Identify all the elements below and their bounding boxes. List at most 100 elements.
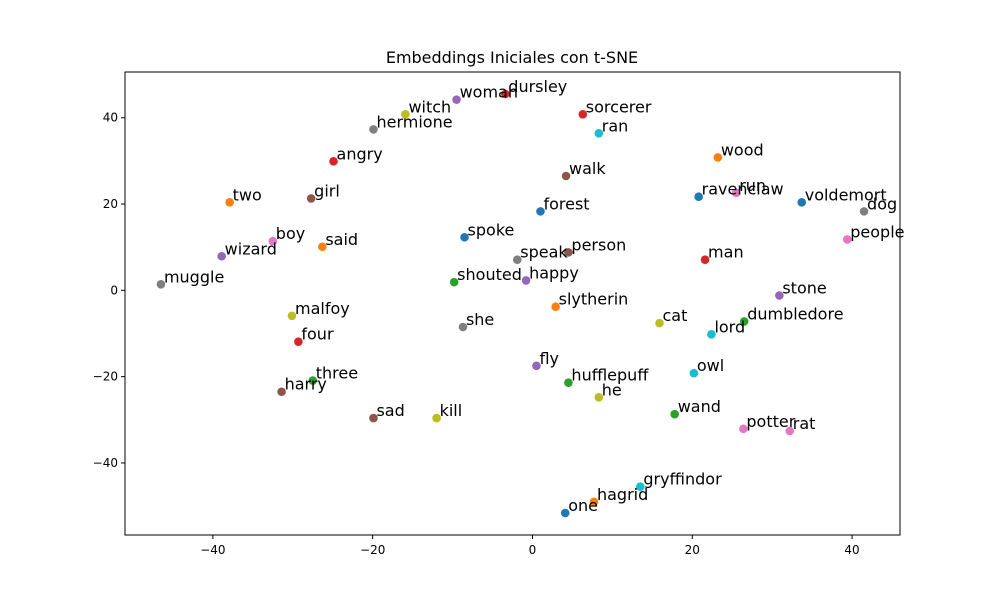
point-label-dursley: dursley bbox=[508, 77, 567, 96]
point-label-two: two bbox=[233, 185, 262, 204]
point-label-walk: walk bbox=[569, 159, 606, 178]
point-potter bbox=[739, 424, 748, 434]
point-label-happy: happy bbox=[529, 263, 579, 282]
point-girl bbox=[306, 194, 316, 203]
point-label-cat: cat bbox=[663, 306, 688, 325]
point-label-sorcerer: sorcerer bbox=[586, 97, 652, 116]
point-label-wizard: wizard bbox=[225, 239, 277, 258]
point-label-slytherin: slytherin bbox=[559, 290, 629, 309]
point-gryffindor bbox=[636, 482, 645, 491]
point-hermione bbox=[369, 125, 378, 134]
point-dumbledore bbox=[739, 317, 749, 326]
x-tick-label: 0 bbox=[529, 543, 537, 557]
point-label-rat: rat bbox=[793, 414, 816, 433]
point-he bbox=[594, 393, 604, 402]
point-fly bbox=[532, 361, 541, 371]
point-witch bbox=[401, 109, 410, 119]
point-label-shouted: shouted bbox=[457, 265, 522, 284]
point-label-harry: harry bbox=[285, 375, 327, 394]
point-label-wood: wood bbox=[721, 140, 764, 159]
point-four bbox=[294, 337, 303, 346]
point-label-lord: lord bbox=[714, 317, 745, 336]
point-label-stone: stone bbox=[782, 279, 826, 298]
plot-frame bbox=[124, 71, 901, 536]
point-speak bbox=[512, 255, 522, 265]
point-woman bbox=[452, 95, 461, 104]
point-label-ran: ran bbox=[602, 116, 629, 135]
point-one bbox=[560, 508, 570, 518]
point-walk bbox=[561, 171, 571, 181]
point-label-speak: speak bbox=[520, 243, 568, 262]
y-tick-label: 40 bbox=[103, 111, 118, 125]
point-people bbox=[842, 235, 852, 244]
x-tick-label: −40 bbox=[200, 543, 225, 557]
point-label-hermione: hermione bbox=[376, 112, 452, 131]
point-label-witch: witch bbox=[408, 97, 451, 116]
point-run bbox=[731, 188, 741, 198]
point-label-ravenclaw: ravenclaw bbox=[702, 180, 784, 199]
point-forest bbox=[536, 207, 545, 216]
point-label-boy: boy bbox=[276, 224, 305, 243]
point-label-run: run bbox=[739, 176, 766, 195]
point-label-woman: woman bbox=[460, 83, 518, 102]
chart-title: Embeddings Iniciales con t-SNE bbox=[386, 48, 638, 67]
point-shouted bbox=[449, 277, 459, 287]
point-label-wand: wand bbox=[678, 397, 721, 416]
point-hufflepuff bbox=[564, 378, 573, 387]
point-label-hufflepuff: hufflepuff bbox=[571, 366, 649, 385]
point-cat bbox=[655, 318, 664, 328]
point-label-she: she bbox=[466, 310, 494, 329]
point-dog bbox=[859, 207, 869, 216]
y-tick-label: −20 bbox=[93, 370, 118, 384]
point-sad bbox=[369, 413, 378, 423]
point-two bbox=[225, 198, 234, 207]
point-label-he: he bbox=[602, 380, 622, 399]
point-label-man: man bbox=[708, 243, 744, 262]
point-man bbox=[700, 255, 710, 265]
x-tick-label: 20 bbox=[685, 543, 700, 557]
point-label-muggle: muggle bbox=[164, 267, 224, 286]
point-ravenclaw bbox=[694, 192, 703, 202]
y-tick-label: 0 bbox=[110, 283, 118, 297]
point-label-hagrid: hagrid bbox=[597, 485, 648, 504]
point-label-spoke: spoke bbox=[468, 220, 515, 239]
point-label-malfoy: malfoy bbox=[295, 299, 350, 318]
point-label-one: one bbox=[568, 496, 598, 515]
point-label-dumbledore: dumbledore bbox=[747, 304, 843, 323]
point-wood bbox=[713, 153, 723, 162]
x-tick-label: −20 bbox=[360, 543, 385, 557]
point-kill bbox=[432, 413, 441, 423]
point-angry bbox=[329, 157, 338, 166]
point-rat bbox=[785, 426, 795, 436]
point-label-gryffindor: gryffindor bbox=[643, 470, 722, 489]
point-three bbox=[308, 376, 318, 385]
point-she bbox=[458, 322, 468, 332]
point-label-voldemort: voldemort bbox=[805, 185, 887, 204]
point-label-kill: kill bbox=[440, 401, 463, 420]
point-malfoy bbox=[287, 311, 297, 321]
point-muggle bbox=[156, 279, 166, 289]
point-label-angry: angry bbox=[337, 144, 383, 163]
point-label-people: people bbox=[850, 222, 904, 241]
point-slytherin bbox=[551, 302, 560, 312]
point-sorcerer bbox=[578, 109, 588, 119]
point-happy bbox=[521, 276, 531, 285]
x-tick-label: 40 bbox=[844, 543, 859, 557]
point-label-fly: fly bbox=[539, 349, 559, 368]
point-voldemort bbox=[797, 198, 807, 207]
point-label-potter: potter bbox=[746, 412, 795, 431]
point-dursley bbox=[501, 89, 510, 99]
point-ran bbox=[594, 128, 604, 138]
point-spoke bbox=[460, 232, 469, 242]
point-label-three: three bbox=[316, 364, 358, 383]
point-label-forest: forest bbox=[543, 194, 589, 213]
point-label-sad: sad bbox=[376, 401, 404, 420]
axes-layer: −40 −20 0 20 40 −40 −20 0 20 40 bbox=[93, 71, 901, 557]
point-said bbox=[318, 242, 327, 252]
point-label-four: four bbox=[301, 325, 334, 344]
point-label-dog: dog bbox=[867, 194, 897, 213]
point-lord bbox=[707, 330, 716, 339]
y-tick-label: −40 bbox=[93, 456, 118, 470]
